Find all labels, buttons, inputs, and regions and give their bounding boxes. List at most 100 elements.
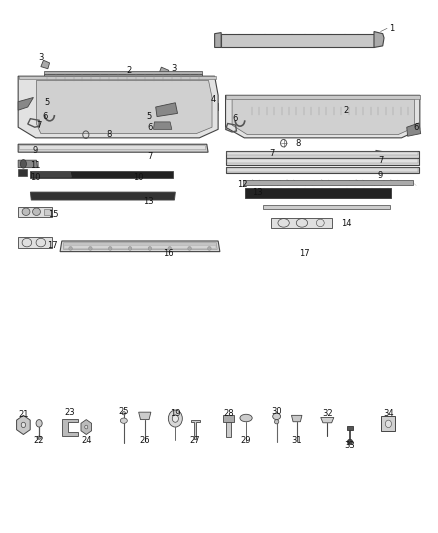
Text: 2: 2	[343, 106, 348, 115]
Ellipse shape	[148, 247, 152, 251]
Polygon shape	[19, 146, 206, 150]
Polygon shape	[30, 192, 175, 200]
Polygon shape	[30, 171, 173, 178]
Polygon shape	[159, 67, 169, 76]
Ellipse shape	[347, 439, 353, 445]
Text: 5: 5	[44, 98, 49, 107]
Text: 30: 30	[271, 407, 282, 416]
Polygon shape	[226, 158, 419, 165]
Polygon shape	[226, 95, 420, 138]
Ellipse shape	[88, 247, 92, 251]
Text: 7: 7	[378, 156, 383, 165]
Text: 2: 2	[127, 67, 132, 75]
Polygon shape	[221, 34, 374, 47]
Text: 6: 6	[413, 123, 419, 132]
Polygon shape	[18, 168, 27, 176]
Polygon shape	[60, 241, 220, 252]
Polygon shape	[18, 98, 33, 110]
Text: 12: 12	[237, 180, 247, 189]
Polygon shape	[245, 188, 392, 198]
Text: 24: 24	[81, 437, 92, 446]
Polygon shape	[374, 31, 384, 47]
Polygon shape	[44, 74, 201, 82]
Text: 9: 9	[378, 171, 383, 180]
Text: 15: 15	[48, 210, 58, 219]
Ellipse shape	[22, 208, 30, 215]
Text: 10: 10	[30, 173, 41, 182]
Ellipse shape	[21, 422, 25, 427]
Polygon shape	[250, 104, 410, 107]
Polygon shape	[36, 80, 212, 134]
Text: 13: 13	[252, 188, 263, 197]
Polygon shape	[321, 417, 334, 423]
Polygon shape	[227, 152, 418, 155]
Text: 3: 3	[38, 53, 43, 62]
Ellipse shape	[240, 414, 252, 422]
Ellipse shape	[37, 436, 41, 439]
Polygon shape	[227, 159, 418, 163]
Polygon shape	[250, 107, 410, 115]
Polygon shape	[226, 95, 420, 99]
Ellipse shape	[122, 411, 126, 415]
Polygon shape	[191, 419, 200, 439]
Polygon shape	[243, 180, 413, 184]
Polygon shape	[139, 412, 151, 419]
Text: 25: 25	[119, 407, 129, 416]
Ellipse shape	[188, 247, 191, 251]
Ellipse shape	[168, 410, 182, 427]
Polygon shape	[62, 418, 78, 435]
Text: 17: 17	[299, 249, 310, 259]
Ellipse shape	[174, 102, 194, 112]
Polygon shape	[151, 103, 218, 110]
Text: 28: 28	[223, 409, 234, 418]
Polygon shape	[64, 243, 217, 249]
Ellipse shape	[109, 247, 112, 251]
Polygon shape	[153, 122, 172, 130]
Polygon shape	[41, 60, 49, 69]
Ellipse shape	[208, 247, 211, 251]
Text: 6: 6	[147, 123, 153, 132]
Ellipse shape	[120, 418, 127, 423]
Polygon shape	[226, 166, 419, 173]
Ellipse shape	[32, 208, 40, 215]
Ellipse shape	[36, 419, 42, 427]
Text: 22: 22	[34, 437, 44, 446]
Polygon shape	[18, 237, 52, 248]
Polygon shape	[407, 123, 421, 136]
Text: 23: 23	[64, 408, 75, 417]
Polygon shape	[19, 76, 215, 79]
Polygon shape	[232, 99, 415, 135]
Text: 6: 6	[232, 114, 237, 123]
Polygon shape	[81, 419, 92, 434]
Polygon shape	[64, 246, 215, 248]
Text: 26: 26	[139, 437, 150, 446]
Ellipse shape	[69, 247, 72, 251]
Polygon shape	[272, 217, 332, 228]
Text: 33: 33	[345, 441, 355, 450]
Text: 1: 1	[389, 25, 394, 34]
Polygon shape	[18, 144, 208, 152]
Text: 31: 31	[291, 437, 302, 446]
Text: 13: 13	[143, 197, 154, 206]
Polygon shape	[18, 76, 218, 138]
Polygon shape	[44, 71, 201, 74]
Text: 32: 32	[322, 409, 332, 418]
Polygon shape	[223, 415, 234, 422]
Text: 9: 9	[33, 146, 38, 155]
Text: 8: 8	[296, 139, 301, 148]
Text: 29: 29	[241, 437, 251, 446]
Text: 7: 7	[36, 121, 42, 130]
Text: 5: 5	[147, 112, 152, 121]
Polygon shape	[381, 416, 396, 431]
Ellipse shape	[172, 415, 178, 422]
Text: 17: 17	[47, 241, 57, 250]
Ellipse shape	[275, 419, 279, 424]
Ellipse shape	[20, 160, 26, 168]
Ellipse shape	[168, 247, 171, 251]
Text: 19: 19	[170, 409, 180, 418]
Ellipse shape	[273, 413, 281, 419]
Ellipse shape	[385, 420, 392, 427]
Ellipse shape	[128, 247, 132, 251]
Polygon shape	[226, 422, 231, 437]
Polygon shape	[291, 415, 302, 422]
